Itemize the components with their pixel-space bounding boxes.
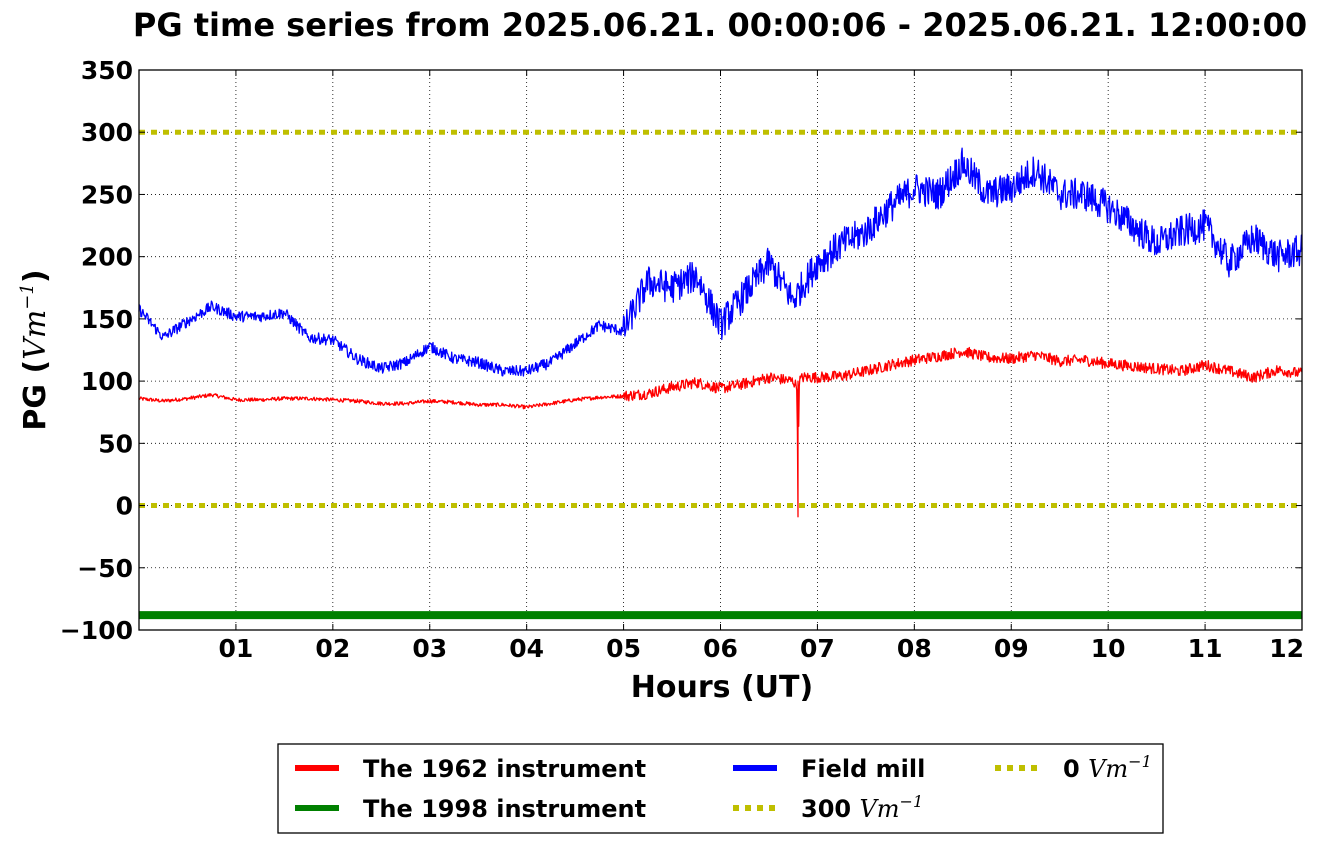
x-axis-label: Hours (UT) (631, 670, 813, 705)
legend-box (277, 743, 1164, 834)
x-tick-label: 08 (897, 634, 932, 663)
x-tick-label: 12 (1269, 634, 1304, 663)
y-tick-label: 300 (81, 118, 133, 147)
y-tick-label: 100 (81, 367, 133, 396)
x-tick-label: 10 (1091, 634, 1126, 663)
x-tick-label: 11 (1188, 634, 1223, 663)
x-tick-label: 03 (412, 634, 447, 663)
y-axis-label-exponent: −1 (17, 283, 38, 310)
x-tick-label: 07 (800, 634, 835, 663)
legend-label: The 1962 instrument (363, 755, 646, 783)
y-axis-label: PG (Vm−1) (17, 269, 53, 430)
y-tick-label: −50 (77, 554, 133, 583)
y-tick-label: 50 (98, 429, 133, 458)
legend-label: 300 Vm−1 (801, 792, 923, 823)
y-tick-label: 0 (116, 492, 133, 521)
y-axis-label-unit: Vm (18, 310, 53, 360)
y-tick-label: −100 (60, 616, 133, 645)
chart-title: PG time series from 2025.06.21. 00:00:06… (133, 6, 1307, 44)
x-tick-label: 05 (606, 634, 641, 663)
legend: The 1962 instrument Field mill 0 Vm−1 The 1… (277, 743, 1164, 834)
x-tick-label: 04 (509, 634, 544, 663)
y-tick-label: 250 (81, 180, 133, 209)
legend-label: The 1998 instrument (363, 795, 646, 823)
y-axis-label-main: PG ( (18, 360, 53, 431)
ticks: −100 −50 0 50 100 150 200 250 300 350 01 02 03 04 05 06… (60, 56, 1304, 663)
y-tick-label: 350 (81, 56, 133, 85)
series-line-2 (138, 147, 1303, 377)
x-tick-label: 02 (315, 634, 350, 663)
grid (139, 70, 1302, 630)
y-axis-label-close: ) (18, 269, 53, 283)
legend-label: 0 Vm−1 (1063, 752, 1152, 783)
y-tick-label: 200 (81, 243, 133, 272)
series-layer (138, 129, 1303, 620)
y-tick-label: 150 (81, 305, 133, 334)
series-line-0 (138, 346, 1303, 518)
legend-label: Field mill (801, 755, 925, 783)
x-tick-label: 06 (703, 634, 738, 663)
x-tick-label: 01 (219, 634, 254, 663)
x-tick-label: 09 (994, 634, 1029, 663)
